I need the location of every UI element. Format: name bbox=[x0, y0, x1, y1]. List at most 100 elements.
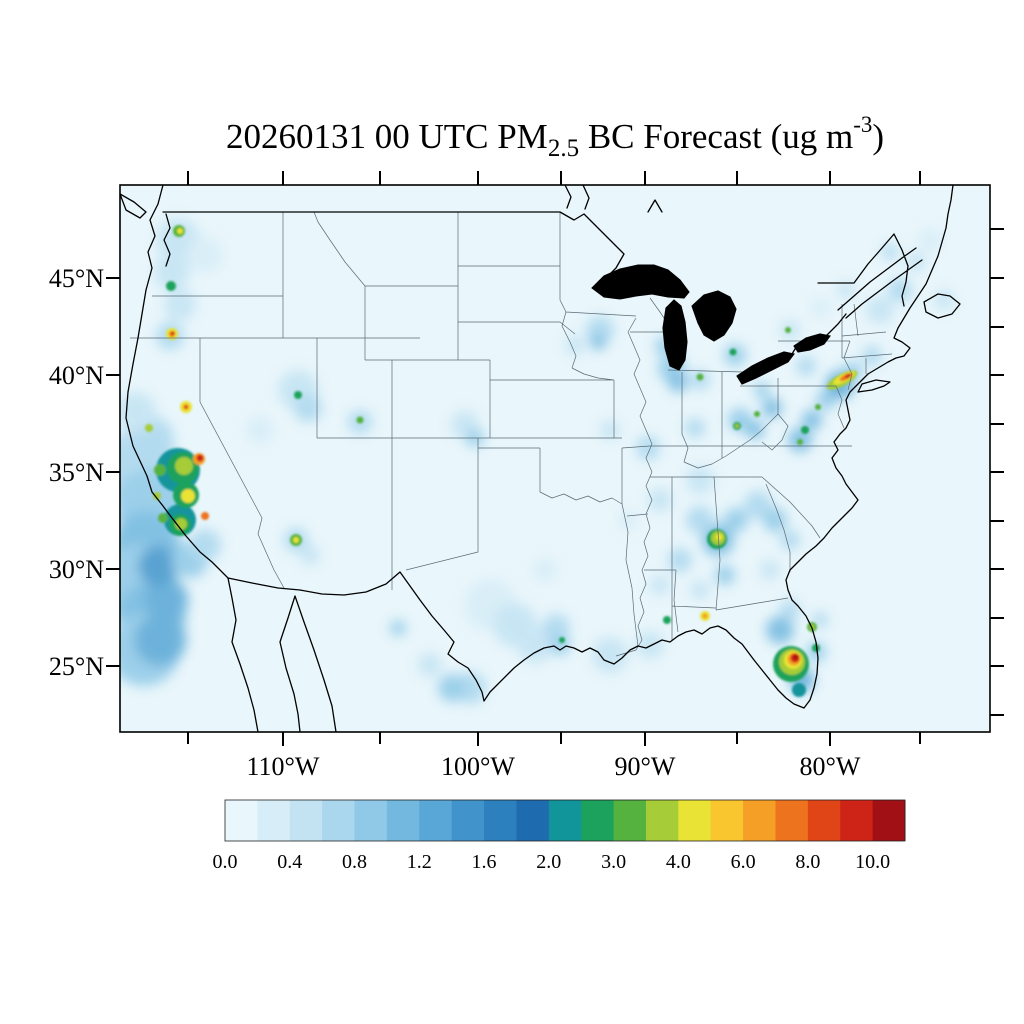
colorbar-tick-label: 4.0 bbox=[666, 851, 691, 873]
hotspot-blob bbox=[663, 616, 671, 624]
map-frame bbox=[119, 184, 991, 733]
hotspot-blob bbox=[181, 489, 195, 503]
haze-blob bbox=[762, 398, 782, 418]
haze-blob bbox=[138, 546, 178, 586]
hotspot-blob bbox=[294, 391, 302, 399]
lon-label: 90°W bbox=[615, 752, 676, 781]
colorbar-box bbox=[807, 800, 841, 841]
haze-blob bbox=[246, 416, 274, 444]
hotspot-blob bbox=[201, 512, 209, 520]
haze-blob bbox=[164, 289, 196, 321]
colorbar-box bbox=[743, 800, 776, 841]
hotspot-blob bbox=[196, 454, 204, 462]
hotspot-blob bbox=[293, 537, 299, 543]
haze-blob bbox=[882, 244, 898, 260]
axis-labels: 45°N 40°N 35°N 30°N 25°N 110°W 100°W 90°W 80°W bbox=[49, 264, 861, 781]
colorbar-box bbox=[451, 800, 485, 841]
haze-blob bbox=[810, 298, 830, 318]
hotspot-blob bbox=[356, 416, 364, 424]
lon-label: 80°W bbox=[800, 752, 861, 781]
colorbar-boxes bbox=[225, 800, 906, 841]
colorbar-tick-label: 10.0 bbox=[855, 851, 890, 873]
map-area bbox=[120, 185, 990, 732]
colorbar-box bbox=[775, 800, 809, 841]
hotspot-blob bbox=[145, 424, 153, 432]
haze-blob bbox=[837, 281, 855, 299]
concentration-hotspot-layer bbox=[145, 225, 858, 697]
hotspot-blob bbox=[715, 533, 723, 541]
haze-blob bbox=[780, 530, 800, 550]
haze-blob bbox=[187, 237, 223, 273]
haze-blob bbox=[134, 614, 186, 666]
haze-blob bbox=[390, 620, 406, 636]
haze-blob bbox=[760, 560, 780, 580]
hotspot-blob bbox=[166, 281, 176, 291]
lat-label: 40°N bbox=[49, 361, 104, 390]
colorbar-box bbox=[872, 800, 906, 841]
colorbar-tick-label: 3.0 bbox=[601, 851, 626, 873]
colorbar-box bbox=[322, 800, 356, 841]
haze-blob bbox=[636, 436, 660, 460]
haze-blob bbox=[802, 410, 822, 430]
hotspot-blob bbox=[801, 426, 809, 434]
haze-blob bbox=[650, 575, 670, 595]
hotspot-blob bbox=[177, 228, 183, 234]
colorbar-tick-label: 0.0 bbox=[213, 851, 238, 873]
colorbar-box bbox=[548, 800, 582, 841]
colorbar-tick-label: 1.6 bbox=[472, 851, 497, 873]
haze-blob bbox=[120, 392, 156, 432]
haze-blob bbox=[517, 627, 553, 663]
haze-blob bbox=[648, 488, 672, 512]
haze-blob bbox=[744, 491, 772, 519]
haze-blob bbox=[533, 558, 557, 582]
colorbar-box bbox=[386, 800, 420, 841]
hotspot-blob bbox=[797, 439, 803, 445]
lat-label: 25°N bbox=[49, 652, 104, 681]
colorbar-box bbox=[581, 800, 615, 841]
haze-blob bbox=[592, 637, 628, 673]
haze-blob bbox=[763, 508, 787, 532]
hotspot-blob bbox=[171, 331, 175, 335]
haze-blob bbox=[685, 418, 705, 438]
haze-blob bbox=[189, 529, 221, 561]
lat-label: 45°N bbox=[49, 264, 104, 293]
hotspot-blob bbox=[729, 348, 737, 356]
hotspot-blob bbox=[175, 457, 193, 475]
hotspot-blob bbox=[154, 464, 166, 476]
haze-blob bbox=[862, 346, 882, 366]
haze-blob bbox=[686, 506, 714, 534]
colorbar-box bbox=[225, 800, 258, 841]
colorbar-box bbox=[678, 800, 712, 841]
colorbar-tick-label: 6.0 bbox=[731, 851, 756, 873]
colorbar-outline bbox=[224, 799, 906, 842]
colorbar-tick-label: 1.2 bbox=[407, 851, 432, 873]
colorbar-box bbox=[484, 800, 517, 841]
hotspot-blob bbox=[793, 654, 799, 660]
colorbar-tick-label: 0.4 bbox=[277, 851, 302, 873]
haze-blob bbox=[154, 254, 190, 290]
great-lakes bbox=[591, 264, 831, 385]
haze-blob bbox=[438, 674, 466, 702]
axis-ticks bbox=[106, 171, 1004, 746]
hotspot-blob bbox=[792, 683, 806, 697]
hotspot-blob bbox=[812, 644, 820, 652]
concentration-haze-layer bbox=[120, 218, 954, 704]
haze-blob bbox=[418, 653, 442, 677]
hotspot-blob bbox=[153, 492, 161, 500]
haze-blob bbox=[934, 290, 954, 310]
hotspot-blob bbox=[158, 513, 168, 523]
haze-blob bbox=[294, 394, 322, 422]
coastline bbox=[120, 185, 961, 732]
hotspot-blob bbox=[559, 637, 565, 643]
haze-blob bbox=[690, 580, 710, 600]
haze-blob bbox=[590, 334, 606, 350]
haze-blob bbox=[636, 631, 664, 659]
haze-blob bbox=[796, 356, 816, 376]
hotspot-blob bbox=[184, 405, 188, 409]
haze-blob bbox=[686, 466, 714, 494]
haze-blob bbox=[565, 335, 585, 355]
hotspot-blob bbox=[754, 411, 760, 417]
haze-blob bbox=[668, 548, 692, 572]
